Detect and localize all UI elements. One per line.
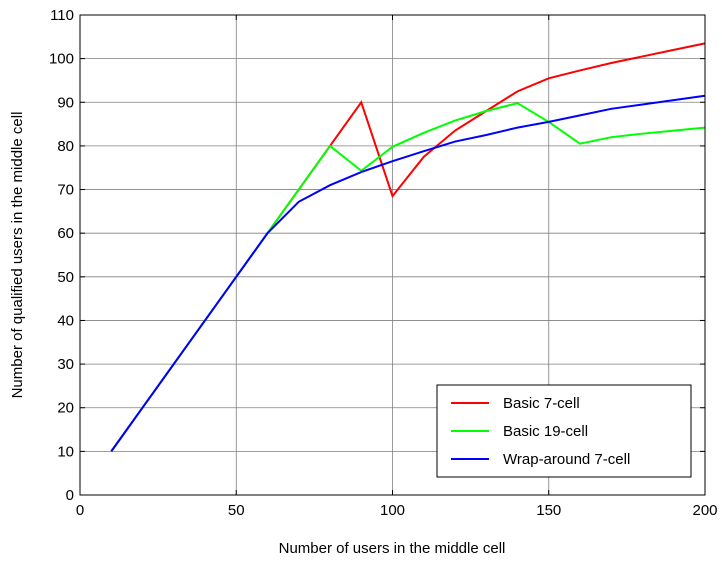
- y-tick-label: 110: [50, 7, 74, 24]
- y-tick-label: 100: [49, 51, 74, 68]
- legend-label-3: Wrap-around 7-cell: [503, 451, 630, 468]
- x-tick-label: 200: [692, 502, 717, 519]
- ticks: [79, 14, 706, 496]
- series-lines: [110, 42, 706, 452]
- legend-label-1: Basic 7-cell: [503, 395, 580, 412]
- y-tick-label: 60: [57, 225, 74, 242]
- legend: Basic 7-cell Basic 19-cell Wrap-around 7-c…: [436, 384, 692, 478]
- x-tick-label: 150: [536, 502, 561, 519]
- y-tick-label: 80: [57, 138, 74, 155]
- y-tick-label: 0: [66, 487, 74, 504]
- y-tick-label: 90: [57, 94, 74, 111]
- tick-labels: 0 50 100 150 200 0 10 20 30 40 50 60 70 80 90 100 110: [49, 7, 718, 519]
- x-axis-title: Number of users in the middle cell: [279, 540, 506, 557]
- x-tick-label: 50: [228, 502, 245, 519]
- x-tick-label: 100: [380, 502, 405, 519]
- series-line-3: [110, 94, 706, 452]
- y-tick-label: 30: [57, 356, 74, 373]
- y-tick-label: 20: [57, 400, 74, 417]
- x-tick-label: 0: [76, 502, 84, 519]
- y-tick-label: 10: [57, 443, 74, 460]
- legend-label-2: Basic 19-cell: [503, 423, 588, 440]
- y-axis-title: Number of qualified users in the middle …: [9, 112, 26, 399]
- y-tick-label: 70: [57, 182, 74, 199]
- y-tick-label: 50: [57, 269, 74, 286]
- y-tick-label: 40: [57, 312, 74, 329]
